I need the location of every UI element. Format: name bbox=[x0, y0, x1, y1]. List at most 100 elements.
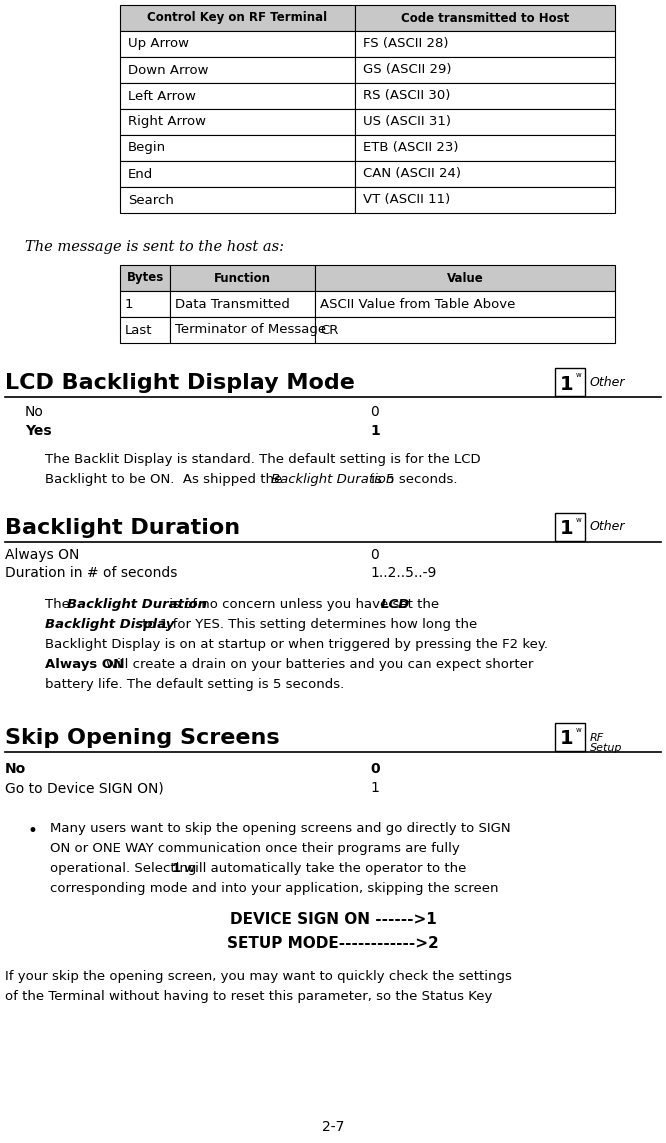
Text: corresponding mode and into your application, skipping the screen: corresponding mode and into your applica… bbox=[50, 882, 498, 895]
Bar bbox=[355, 187, 615, 213]
Text: Many users want to skip the opening screens and go directly to SIGN: Many users want to skip the opening scre… bbox=[50, 822, 511, 836]
Text: Down Arrow: Down Arrow bbox=[128, 64, 208, 77]
Text: 1: 1 bbox=[370, 424, 380, 438]
Bar bbox=[355, 83, 615, 109]
Bar bbox=[555, 513, 585, 541]
Text: FS (ASCII 28): FS (ASCII 28) bbox=[363, 38, 448, 50]
Text: Backlight Duration: Backlight Duration bbox=[5, 518, 240, 538]
Text: RF: RF bbox=[590, 733, 604, 743]
Text: 0: 0 bbox=[370, 547, 379, 562]
Text: Last: Last bbox=[125, 323, 153, 336]
Text: Backlight Duration: Backlight Duration bbox=[67, 598, 207, 612]
Bar bbox=[120, 291, 170, 317]
Text: w: w bbox=[576, 727, 582, 733]
Text: is 5 seconds.: is 5 seconds. bbox=[367, 473, 458, 486]
Bar bbox=[120, 109, 355, 135]
Bar bbox=[120, 265, 170, 291]
Text: 0: 0 bbox=[370, 762, 380, 776]
Text: Skip Opening Screens: Skip Opening Screens bbox=[5, 728, 280, 748]
Text: Always ON: Always ON bbox=[5, 547, 79, 562]
Text: SETUP MODE------------>2: SETUP MODE------------>2 bbox=[227, 936, 439, 951]
Text: Function: Function bbox=[214, 272, 271, 285]
Text: No: No bbox=[5, 762, 26, 776]
Text: Other: Other bbox=[590, 520, 625, 534]
Text: battery life. The default setting is 5 seconds.: battery life. The default setting is 5 s… bbox=[45, 678, 344, 692]
Text: 1: 1 bbox=[560, 729, 574, 749]
Text: Backlight Display: Backlight Display bbox=[45, 618, 174, 631]
Text: The message is sent to the host as:: The message is sent to the host as: bbox=[25, 240, 284, 254]
Text: Up Arrow: Up Arrow bbox=[128, 38, 189, 50]
Text: Data Transmitted: Data Transmitted bbox=[175, 297, 290, 311]
Bar bbox=[555, 368, 585, 395]
Text: ETB (ASCII 23): ETB (ASCII 23) bbox=[363, 142, 458, 154]
Text: Search: Search bbox=[128, 193, 174, 207]
Text: 1: 1 bbox=[172, 862, 181, 876]
Text: End: End bbox=[128, 168, 153, 181]
Bar bbox=[355, 109, 615, 135]
Text: Other: Other bbox=[590, 376, 625, 389]
Text: of the Terminal without having to reset this parameter, so the Status Key: of the Terminal without having to reset … bbox=[5, 990, 492, 1004]
Bar bbox=[355, 135, 615, 161]
Text: Code transmitted to Host: Code transmitted to Host bbox=[401, 11, 569, 24]
Text: VT (ASCII 11): VT (ASCII 11) bbox=[363, 193, 450, 207]
Text: ASCII Value from Table Above: ASCII Value from Table Above bbox=[320, 297, 515, 311]
Bar bbox=[170, 265, 315, 291]
Bar bbox=[120, 187, 355, 213]
Text: CAN (ASCII 24): CAN (ASCII 24) bbox=[363, 168, 461, 181]
Text: 1: 1 bbox=[560, 520, 574, 538]
Text: 1: 1 bbox=[560, 375, 574, 393]
Text: Setup: Setup bbox=[590, 743, 623, 753]
Text: LCD Backlight Display Mode: LCD Backlight Display Mode bbox=[5, 373, 355, 393]
Text: Left Arrow: Left Arrow bbox=[128, 89, 196, 103]
Text: If your skip the opening screen, you may want to quickly check the settings: If your skip the opening screen, you may… bbox=[5, 970, 512, 983]
Text: LCD: LCD bbox=[381, 598, 410, 612]
Bar bbox=[355, 5, 615, 31]
Bar bbox=[120, 161, 355, 187]
Text: The: The bbox=[45, 598, 74, 612]
Text: Terminator of Message: Terminator of Message bbox=[175, 323, 326, 336]
Text: w: w bbox=[576, 371, 582, 378]
Bar bbox=[120, 5, 355, 31]
Text: 1: 1 bbox=[370, 781, 379, 796]
Bar bbox=[120, 317, 170, 343]
Bar bbox=[355, 31, 615, 57]
Text: Control Key on RF Terminal: Control Key on RF Terminal bbox=[147, 11, 328, 24]
Text: DEVICE SIGN ON ------>1: DEVICE SIGN ON ------>1 bbox=[230, 912, 436, 927]
Text: is of no concern unless you have set the: is of no concern unless you have set the bbox=[165, 598, 444, 612]
Bar bbox=[120, 31, 355, 57]
Bar bbox=[120, 83, 355, 109]
Text: 1: 1 bbox=[125, 297, 133, 311]
Text: No: No bbox=[25, 405, 44, 419]
Text: CR: CR bbox=[320, 323, 338, 336]
Bar bbox=[120, 135, 355, 161]
Text: Right Arrow: Right Arrow bbox=[128, 115, 206, 128]
Text: Go to Device SIGN ON): Go to Device SIGN ON) bbox=[5, 781, 164, 796]
Text: RS (ASCII 30): RS (ASCII 30) bbox=[363, 89, 450, 103]
Text: Duration in # of seconds: Duration in # of seconds bbox=[5, 566, 177, 580]
Bar bbox=[315, 265, 615, 291]
Text: 2-7: 2-7 bbox=[322, 1120, 344, 1134]
Text: Value: Value bbox=[447, 272, 484, 285]
Text: Backlight to be ON.  As shipped the: Backlight to be ON. As shipped the bbox=[45, 473, 286, 486]
Text: to 1 for YES. This setting determines how long the: to 1 for YES. This setting determines ho… bbox=[138, 618, 478, 631]
Bar bbox=[120, 57, 355, 83]
Text: •: • bbox=[28, 822, 38, 840]
Bar bbox=[315, 317, 615, 343]
Bar bbox=[170, 317, 315, 343]
Text: The Backlit Display is standard. The default setting is for the LCD: The Backlit Display is standard. The def… bbox=[45, 453, 481, 466]
Text: Backlight Display is on at startup or when triggered by pressing the F2 key.: Backlight Display is on at startup or wh… bbox=[45, 638, 548, 652]
Text: will create a drain on your batteries and you can expect shorter: will create a drain on your batteries an… bbox=[102, 658, 533, 671]
Text: operational. Selecting: operational. Selecting bbox=[50, 862, 200, 876]
Text: 1..2..5..-9: 1..2..5..-9 bbox=[370, 566, 436, 580]
Text: GS (ASCII 29): GS (ASCII 29) bbox=[363, 64, 452, 77]
Text: US (ASCII 31): US (ASCII 31) bbox=[363, 115, 451, 128]
Text: 0: 0 bbox=[370, 405, 379, 419]
Bar bbox=[170, 291, 315, 317]
Text: Begin: Begin bbox=[128, 142, 166, 154]
Text: Always ON: Always ON bbox=[45, 658, 125, 671]
Text: w: w bbox=[576, 517, 582, 523]
Bar bbox=[355, 57, 615, 83]
Bar bbox=[555, 724, 585, 751]
Text: Yes: Yes bbox=[25, 424, 52, 438]
Text: will automatically take the operator to the: will automatically take the operator to … bbox=[180, 862, 466, 876]
